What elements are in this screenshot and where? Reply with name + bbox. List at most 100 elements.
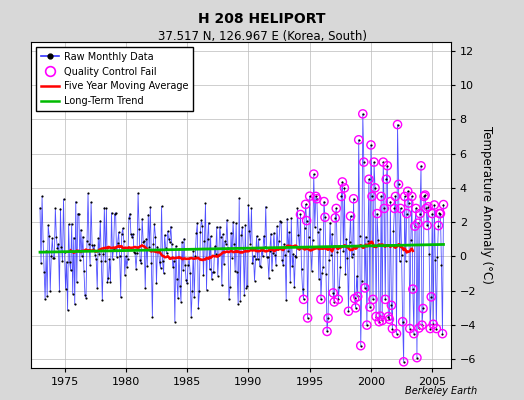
Point bbox=[311, 224, 319, 230]
Point bbox=[139, 238, 147, 245]
Point bbox=[244, 202, 253, 208]
Point bbox=[249, 252, 258, 259]
Point bbox=[301, 201, 310, 208]
Y-axis label: Temperature Anomaly (°C): Temperature Anomaly (°C) bbox=[480, 126, 493, 284]
Point bbox=[172, 243, 180, 249]
Point bbox=[37, 260, 45, 266]
Point bbox=[429, 321, 438, 328]
Point bbox=[346, 213, 355, 219]
Point bbox=[231, 268, 239, 274]
Point bbox=[313, 196, 321, 202]
Point bbox=[389, 228, 398, 234]
Point bbox=[203, 236, 212, 242]
Point bbox=[38, 193, 46, 200]
Point bbox=[154, 248, 162, 254]
Point bbox=[408, 193, 416, 200]
Point bbox=[69, 291, 77, 297]
Point bbox=[137, 260, 145, 267]
Point bbox=[402, 210, 411, 217]
Point bbox=[64, 221, 73, 228]
Point bbox=[79, 234, 87, 240]
Point bbox=[189, 248, 198, 254]
Point bbox=[391, 193, 400, 200]
Point bbox=[114, 240, 122, 246]
Point bbox=[297, 266, 305, 272]
Point bbox=[332, 205, 341, 212]
Point bbox=[310, 171, 318, 177]
Point bbox=[316, 296, 325, 302]
Point bbox=[287, 215, 296, 221]
Point bbox=[323, 328, 331, 335]
Point bbox=[361, 285, 369, 291]
Point bbox=[410, 330, 418, 337]
Point bbox=[352, 305, 360, 311]
Point bbox=[408, 193, 416, 200]
Point bbox=[62, 258, 71, 265]
Point bbox=[379, 159, 387, 165]
Point bbox=[113, 254, 121, 260]
Point bbox=[256, 263, 265, 270]
Point bbox=[246, 240, 255, 247]
Point bbox=[432, 325, 441, 332]
Point bbox=[118, 225, 127, 232]
Point bbox=[171, 318, 179, 325]
Point bbox=[285, 229, 293, 236]
Point bbox=[152, 280, 161, 286]
Point bbox=[388, 325, 397, 332]
Point bbox=[368, 193, 376, 200]
Point bbox=[398, 318, 407, 325]
Point bbox=[412, 205, 420, 212]
Point bbox=[83, 238, 91, 245]
Point bbox=[406, 325, 414, 332]
Point bbox=[174, 295, 182, 302]
Point bbox=[436, 210, 445, 217]
Point bbox=[221, 238, 229, 245]
Point bbox=[376, 313, 384, 319]
Point bbox=[71, 301, 79, 308]
Point bbox=[435, 210, 444, 217]
Point bbox=[280, 241, 288, 247]
Point bbox=[281, 252, 289, 258]
Point bbox=[424, 204, 432, 210]
Point bbox=[334, 296, 343, 302]
Point bbox=[53, 245, 62, 251]
Point bbox=[372, 313, 380, 320]
Point bbox=[397, 252, 406, 258]
Point bbox=[378, 317, 386, 324]
Point bbox=[415, 325, 423, 331]
Point bbox=[373, 210, 381, 217]
Point bbox=[202, 287, 211, 293]
Point bbox=[288, 263, 297, 270]
Point bbox=[47, 252, 56, 259]
Point bbox=[261, 203, 270, 210]
Point bbox=[352, 305, 360, 311]
Point bbox=[57, 244, 66, 250]
Point bbox=[329, 290, 337, 296]
Point bbox=[123, 263, 131, 270]
Point bbox=[331, 215, 340, 221]
Point bbox=[54, 241, 62, 248]
Point bbox=[391, 193, 400, 200]
Point bbox=[127, 231, 135, 237]
Point bbox=[348, 251, 357, 257]
Legend: Raw Monthly Data, Quality Control Fail, Five Year Moving Average, Long-Term Tren: Raw Monthly Data, Quality Control Fail, … bbox=[36, 47, 193, 111]
Point bbox=[105, 256, 114, 262]
Point bbox=[406, 325, 414, 332]
Point bbox=[415, 325, 423, 331]
Point bbox=[426, 325, 434, 332]
Point bbox=[245, 228, 254, 234]
Point bbox=[211, 243, 219, 250]
Point bbox=[268, 267, 276, 274]
Point bbox=[176, 282, 184, 289]
Point bbox=[130, 248, 138, 255]
Point bbox=[134, 190, 143, 196]
Point bbox=[424, 204, 432, 210]
Point bbox=[216, 234, 225, 240]
Point bbox=[174, 246, 183, 252]
Point bbox=[270, 230, 278, 236]
Point bbox=[330, 299, 339, 305]
Point bbox=[279, 262, 287, 268]
Point bbox=[332, 205, 341, 212]
Point bbox=[383, 162, 391, 169]
Point bbox=[145, 244, 154, 250]
